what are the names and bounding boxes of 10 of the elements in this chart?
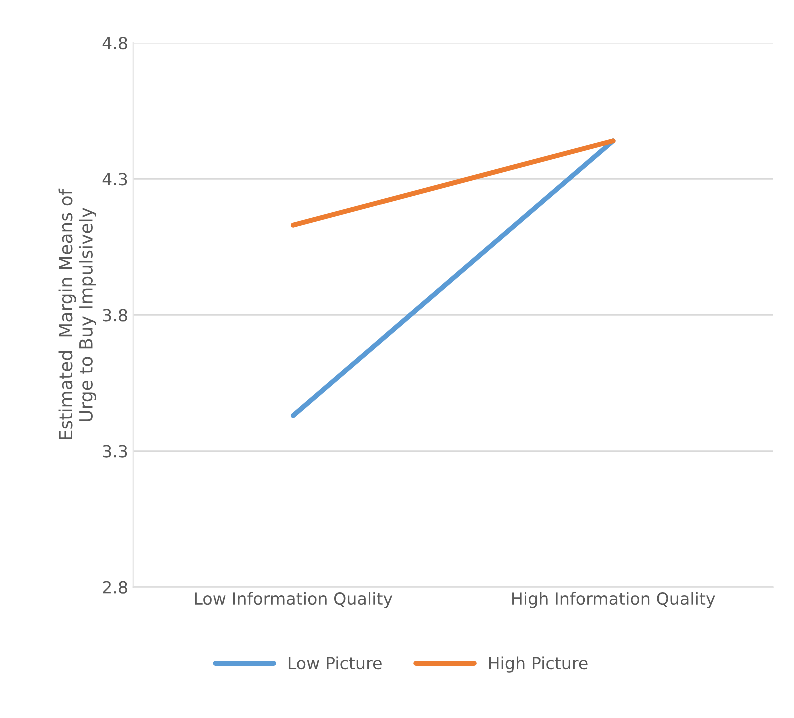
legend-label: Low Picture: [288, 656, 382, 670]
x-tick-label: High Information Quality: [512, 592, 716, 608]
x-tick-label: Low Information Quality: [195, 592, 393, 608]
legend-label: High Picture: [489, 656, 588, 673]
y-tick-label: 4.8: [102, 37, 128, 50]
y-tick-label: 3.8: [103, 309, 128, 322]
y-tick-label: 2.8: [103, 581, 128, 594]
y-tick-label: 4.3: [102, 173, 128, 186]
y-tick-label: 3.3: [103, 445, 128, 458]
y-axis-title: Estimated Margin Means of Urge to Buy Impulsively: [58, 188, 96, 440]
